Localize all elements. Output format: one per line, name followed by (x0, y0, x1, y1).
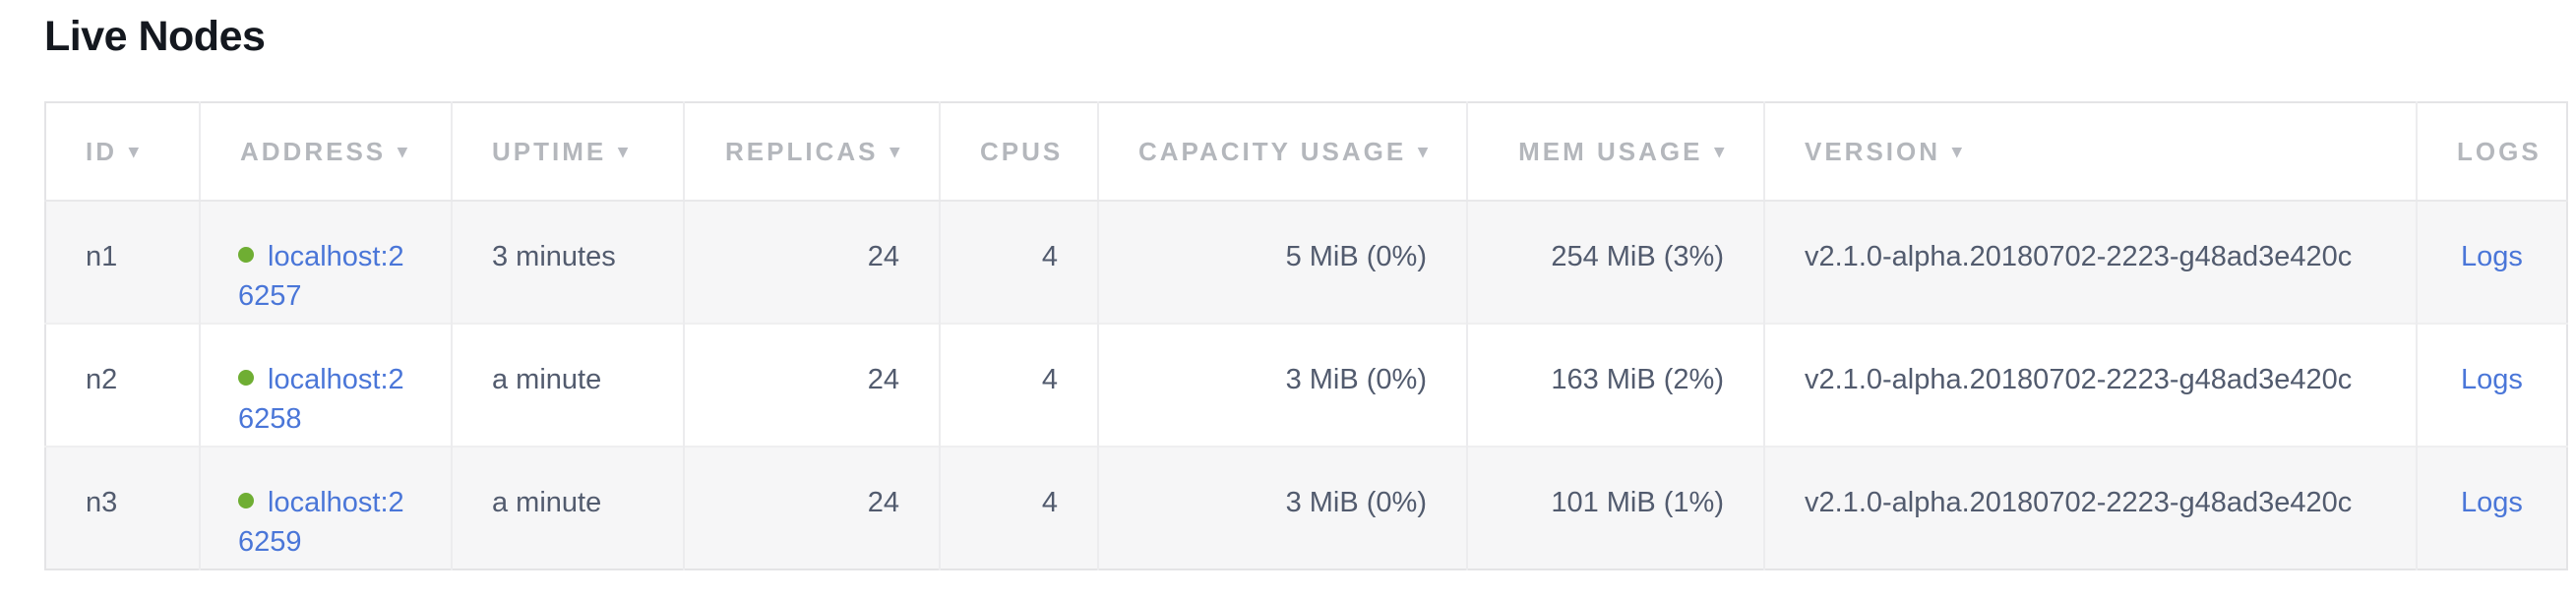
cell-value: 254 MiB (3%) (1551, 241, 1724, 272)
cell-capacity: 3 MiB (0%) (1097, 323, 1467, 447)
cell-value: 4 (1041, 364, 1058, 395)
cell-version: v2.1.0-alpha.20180702-2223-g48ad3e420c (1763, 446, 2417, 569)
column-header-label: CAPACITY USAGE (1138, 136, 1407, 166)
live-nodes-page: Live Nodes ID ▾ ADDRESS ▾ UPTIME ▾ REPLICAS ▾ CP… (44, 13, 2568, 570)
cell-version: v2.1.0-alpha.20180702-2223-g48ad3e420c (1763, 323, 2417, 447)
column-header-capacity[interactable]: CAPACITY USAGE ▾ (1097, 102, 1467, 202)
table-header: ID ▾ ADDRESS ▾ UPTIME ▾ REPLICAS ▾ CPUS CAPACITY … (45, 102, 2567, 202)
cell-uptime: 3 minutes (451, 201, 684, 324)
sort-arrow-icon: ▾ (889, 141, 899, 162)
cell-value: 5 MiB (0%) (1285, 241, 1427, 272)
cell-replicas: 24 (683, 323, 940, 447)
cell-address: localhost:26258 (199, 323, 452, 447)
cell-id: n1 (45, 201, 200, 324)
cell-value: 24 (867, 241, 899, 272)
column-header-uptime[interactable]: UPTIME ▾ (451, 102, 684, 202)
cell-cpus: 4 (939, 323, 1098, 447)
cell-value: a minute (492, 364, 602, 395)
node-row-n3: n3 localhost:26259 a minute 24 4 3 MiB (0%) 10… (45, 446, 2567, 569)
sort-arrow-icon: ▾ (398, 141, 407, 162)
column-header-id[interactable]: ID ▾ (45, 102, 200, 202)
cell-id: n3 (45, 446, 200, 569)
cell-version: v2.1.0-alpha.20180702-2223-g48ad3e420c (1763, 201, 2417, 324)
cell-value: 163 MiB (2%) (1551, 364, 1724, 395)
cell-replicas: 24 (683, 201, 940, 324)
cell-id: n2 (45, 323, 200, 447)
column-header-version[interactable]: VERSION ▾ (1763, 102, 2417, 202)
cell-logs: Logs (2416, 201, 2567, 324)
cell-capacity: 5 MiB (0%) (1097, 201, 1467, 324)
cell-value: 24 (867, 364, 899, 395)
cell-value: n1 (86, 241, 118, 272)
cell-value: 3 minutes (492, 241, 616, 272)
cell-value: 4 (1041, 487, 1058, 518)
address-link[interactable]: localhost:26258 (238, 364, 404, 435)
logs-link[interactable]: Logs (2461, 487, 2523, 518)
cell-value: 24 (867, 487, 899, 518)
sort-arrow-icon: ▾ (1952, 141, 1962, 162)
column-header-label: REPLICAS (724, 136, 879, 166)
cell-mem: 101 MiB (1%) (1466, 446, 1764, 569)
address-link[interactable]: localhost:26259 (238, 487, 404, 558)
cell-cpus: 4 (939, 201, 1098, 324)
live-node-dot-icon (238, 493, 254, 508)
cell-cpus: 4 (939, 446, 1098, 569)
cell-uptime: a minute (451, 323, 684, 447)
cell-value: a minute (492, 487, 602, 518)
logs-link[interactable]: Logs (2461, 241, 2523, 272)
cell-logs: Logs (2416, 323, 2567, 447)
page-title: Live Nodes (44, 13, 266, 60)
sort-arrow-icon: ▾ (1714, 141, 1724, 162)
address-link[interactable]: localhost:26257 (238, 241, 404, 312)
column-header-cpus: CPUS (939, 102, 1098, 202)
column-header-label: CPUS (980, 136, 1064, 166)
cell-address: localhost:26259 (199, 446, 452, 569)
column-header-mem[interactable]: MEM USAGE ▾ (1466, 102, 1764, 202)
cell-value: 4 (1041, 241, 1058, 272)
cell-mem: 163 MiB (2%) (1466, 323, 1764, 447)
cell-uptime: a minute (451, 446, 684, 569)
live-node-dot-icon (238, 370, 254, 386)
cell-value: n3 (86, 487, 118, 518)
live-node-dot-icon (238, 247, 254, 263)
cell-value: v2.1.0-alpha.20180702-2223-g48ad3e420c (1805, 364, 2353, 395)
column-header-logs: LOGS (2416, 102, 2567, 202)
cell-logs: Logs (2416, 446, 2567, 569)
cell-value: n2 (86, 364, 118, 395)
column-header-label: LOGS (2457, 136, 2542, 166)
sort-arrow-icon: ▾ (618, 141, 628, 162)
column-header-label: VERSION (1805, 136, 1941, 166)
live-nodes-table: ID ▾ ADDRESS ▾ UPTIME ▾ REPLICAS ▾ CPUS CAPACITY … (44, 101, 2568, 570)
cell-mem: 254 MiB (3%) (1466, 201, 1764, 324)
column-header-label: ID (86, 136, 117, 166)
cell-value: 101 MiB (1%) (1551, 487, 1724, 518)
cell-capacity: 3 MiB (0%) (1097, 446, 1467, 569)
node-row-n1: n1 localhost:26257 3 minutes 24 4 5 MiB (0%) 2… (45, 201, 2567, 324)
sort-arrow-icon: ▾ (129, 141, 139, 162)
logs-link[interactable]: Logs (2461, 364, 2523, 395)
cell-replicas: 24 (683, 446, 940, 569)
column-header-label: ADDRESS (240, 136, 387, 166)
cell-value: 3 MiB (0%) (1285, 487, 1427, 518)
column-header-label: MEM USAGE (1518, 136, 1703, 166)
column-header-label: UPTIME (492, 136, 607, 166)
column-header-address[interactable]: ADDRESS ▾ (199, 102, 452, 202)
sort-arrow-icon: ▾ (1418, 141, 1428, 162)
column-header-replicas[interactable]: REPLICAS ▾ (683, 102, 940, 202)
cell-value: v2.1.0-alpha.20180702-2223-g48ad3e420c (1805, 487, 2353, 518)
cell-value: 3 MiB (0%) (1285, 364, 1427, 395)
cell-value: v2.1.0-alpha.20180702-2223-g48ad3e420c (1805, 241, 2353, 272)
cell-address: localhost:26257 (199, 201, 452, 324)
node-row-n2: n2 localhost:26258 a minute 24 4 3 MiB (0%) 16… (45, 323, 2567, 447)
